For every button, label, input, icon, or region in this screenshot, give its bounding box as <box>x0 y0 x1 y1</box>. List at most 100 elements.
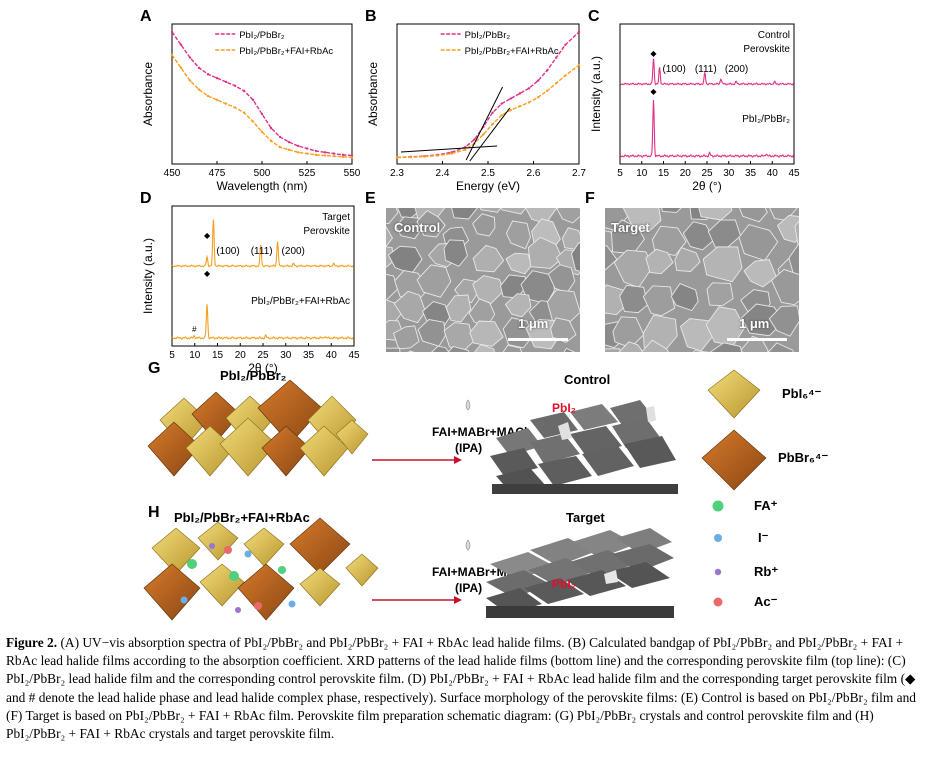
chart-d-xrd: 5 10 15 20 25 30 35 40 45 2θ (°) Intensity (a.u.) T… <box>141 205 360 375</box>
peak-label: (200) <box>725 64 748 75</box>
xrd-trace-1 <box>619 99 794 158</box>
scale-bar-e <box>508 338 568 341</box>
chart-a-uvvis: 450 475 500 525 550 Wavelength (nm) Absorbance… <box>141 23 360 193</box>
data-point <box>491 122 494 126</box>
data-point <box>278 135 282 139</box>
data-point <box>197 88 201 91</box>
sem-grain <box>447 345 469 352</box>
legend-label-ac: Ac⁻ <box>754 594 778 609</box>
data-point <box>269 139 273 142</box>
sem-grain <box>550 317 577 343</box>
sem-grain <box>563 347 576 352</box>
sem-grain <box>417 319 446 347</box>
sem-label-target: Target <box>611 220 650 235</box>
data-point <box>545 89 549 93</box>
h-arrow-head-icon <box>454 596 462 604</box>
sem-grain <box>395 216 423 240</box>
legend-label-pbbr6: PbBr₆⁴⁻ <box>778 450 828 465</box>
data-point <box>464 148 467 151</box>
data-point <box>188 79 192 82</box>
data-point <box>296 151 300 154</box>
sem-grain <box>622 208 662 233</box>
data-point <box>242 89 246 93</box>
x-tick-label: 450 <box>164 168 181 179</box>
panel-letter-d: D <box>140 190 152 207</box>
trace-label-title: Target <box>322 212 350 223</box>
sem-label-control: Control <box>394 220 441 235</box>
sem-grain <box>386 273 398 301</box>
panel-letter-f: F <box>585 190 595 207</box>
sem-grain <box>386 347 401 352</box>
x-tick-label: 2.7 <box>572 168 586 179</box>
series-line-1 <box>396 64 580 159</box>
hash-marker: # <box>192 325 197 334</box>
data-point <box>341 153 345 157</box>
sem-grain <box>661 208 682 213</box>
scale-bar-f <box>727 338 787 341</box>
data-point <box>527 87 531 90</box>
sem-grain <box>613 249 654 289</box>
h-left-title: PbI₂/PbBr₂+FAI+RbAc <box>174 510 310 525</box>
sem-grain <box>392 325 420 350</box>
data-point <box>233 84 237 87</box>
xrd-trace-0 <box>619 58 794 86</box>
x-tick-label: 10 <box>189 350 201 361</box>
series-line-1 <box>171 54 353 159</box>
x-tick-label: 500 <box>254 168 271 179</box>
x-tick-label: 15 <box>212 350 224 361</box>
diamond-marker-icon: ◆ <box>650 87 657 96</box>
red-sphere-icon <box>713 597 723 607</box>
control-film-blocks <box>490 400 678 494</box>
octahedra-cluster-h <box>143 517 379 621</box>
panel-letter-h: H <box>148 504 160 521</box>
data-point <box>564 43 567 46</box>
sem-grain <box>743 259 777 288</box>
sem-grain <box>706 282 734 307</box>
trace-label-bottom: PbI₂/PbBr₂ <box>742 114 790 125</box>
data-point <box>215 76 219 80</box>
tangent-line <box>465 86 504 161</box>
xrd-trace-1 <box>171 304 354 340</box>
sem-grain <box>771 268 799 306</box>
diamond-marker-icon: ◆ <box>204 269 211 278</box>
x-tick-label: 20 <box>235 350 247 361</box>
data-point <box>545 69 549 72</box>
x-tick-label: 35 <box>303 350 315 361</box>
sem-grain <box>474 344 495 352</box>
sem-grain <box>642 285 676 317</box>
data-point <box>197 66 201 70</box>
sem-grain <box>605 348 621 352</box>
h-pbi2-tag: PbI₂ <box>552 577 576 591</box>
sem-grain <box>393 290 426 324</box>
data-point <box>527 101 531 104</box>
data-point <box>536 79 540 82</box>
data-point <box>409 155 412 159</box>
legend-label-pbi6: PbI₆⁴⁻ <box>782 386 822 401</box>
data-point <box>555 82 558 85</box>
data-point <box>251 98 255 102</box>
sem-image-target: Target 1 μm <box>605 208 799 352</box>
peak-label: (111) <box>695 64 717 75</box>
data-point <box>482 133 485 136</box>
sem-grain <box>505 252 532 275</box>
sem-grain <box>480 208 502 213</box>
trace-label-title2: Perovskite <box>303 226 350 237</box>
sem-grain <box>682 221 715 251</box>
legend-label: PbI₂/PbBr₂+FAI+RbAc <box>239 46 333 57</box>
x-tick-label: 5 <box>617 168 623 179</box>
data-point <box>509 108 512 112</box>
sem-grain <box>386 226 394 248</box>
figure-label: Figure 2. <box>6 635 58 650</box>
legend-label-rb: Rb⁺ <box>754 564 778 579</box>
data-point <box>500 102 503 105</box>
sem-grain-texture-target <box>605 208 799 352</box>
x-tick-label: 475 <box>209 168 226 179</box>
sem-grain <box>443 322 475 352</box>
x-axis-label: 2θ (°) <box>692 179 721 193</box>
data-point <box>269 126 273 130</box>
data-point <box>224 102 228 105</box>
data-point <box>287 140 291 144</box>
legend-label-i: I⁻ <box>758 530 769 545</box>
sem-grain <box>408 350 415 352</box>
data-point <box>341 155 345 158</box>
